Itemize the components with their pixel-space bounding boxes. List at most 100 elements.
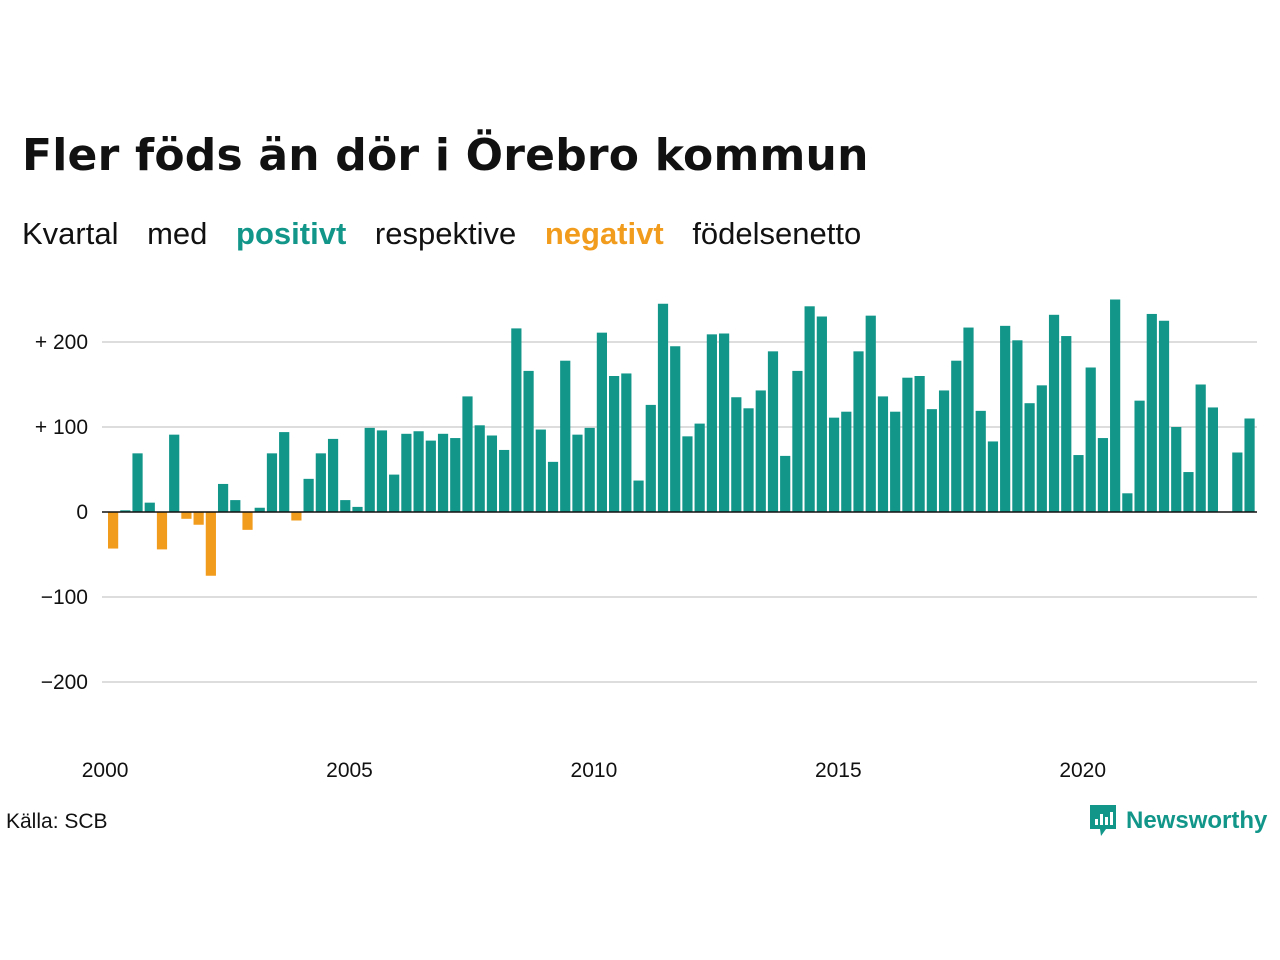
- bar: [1171, 427, 1182, 512]
- bar: [169, 434, 180, 512]
- bar: [315, 453, 326, 512]
- bar: [499, 449, 510, 512]
- bar: [816, 316, 827, 512]
- bar: [1134, 400, 1145, 512]
- bar: [780, 455, 791, 512]
- bar: [1048, 314, 1060, 512]
- bar: [853, 351, 864, 512]
- subtitle-word: med: [147, 216, 208, 251]
- bar: [181, 512, 192, 519]
- bar: [1024, 403, 1035, 512]
- bar: [1183, 472, 1194, 512]
- bar: [535, 429, 546, 512]
- bar: [926, 409, 937, 512]
- bar: [877, 396, 889, 512]
- bar: [303, 478, 314, 512]
- subtitle-negative-label: negativt: [544, 216, 664, 251]
- x-tick-label: 2015: [815, 759, 862, 782]
- bar: [1036, 385, 1047, 512]
- bar: [120, 510, 131, 512]
- bar: [975, 410, 986, 512]
- bar: [156, 512, 168, 550]
- bar: [108, 512, 119, 549]
- bar: [804, 306, 815, 512]
- bar: [743, 408, 754, 512]
- bar: [706, 334, 717, 512]
- y-tick-label: −200: [41, 671, 88, 694]
- bar: [914, 376, 925, 512]
- bar: [547, 461, 559, 512]
- bar: [596, 332, 607, 512]
- bar: [144, 502, 155, 512]
- bar: [682, 436, 693, 512]
- bar: [266, 453, 278, 512]
- brand: Newsworthy: [1088, 803, 1267, 839]
- bar: [1195, 384, 1206, 512]
- bar: [254, 507, 265, 512]
- bar: [1207, 407, 1218, 512]
- y-tick-label: + 100: [35, 416, 88, 439]
- bar: [217, 483, 229, 512]
- bar: [1158, 320, 1170, 512]
- chart-subtitle: Kvartal med positivt respektive negativt…: [22, 216, 881, 252]
- bar: [890, 411, 901, 512]
- x-tick-label: 2000: [82, 759, 129, 782]
- bar: [694, 423, 705, 512]
- bar: [560, 360, 571, 512]
- bar: [230, 500, 241, 512]
- bar: [1244, 418, 1255, 512]
- bar: [828, 417, 840, 512]
- bar: [511, 328, 522, 512]
- bar: [279, 432, 290, 512]
- bar: [645, 404, 656, 512]
- bar: [364, 427, 375, 512]
- bar: [132, 453, 143, 512]
- bar: [413, 431, 424, 512]
- bar: [1012, 340, 1023, 512]
- bar: [193, 512, 204, 525]
- bar: [205, 512, 216, 576]
- bar: [352, 506, 363, 512]
- bar: [474, 425, 485, 512]
- bar: [572, 434, 583, 512]
- bar: [584, 427, 595, 512]
- bar: [609, 376, 620, 512]
- bar: [327, 438, 339, 512]
- bar: [633, 480, 644, 512]
- bar: [523, 370, 534, 512]
- chart-title: Fler föds än dör i Örebro kommun: [22, 130, 869, 181]
- bar: [1097, 438, 1109, 512]
- bar: [486, 435, 498, 512]
- y-tick-label: −100: [41, 586, 88, 609]
- subtitle-word: födelsenetto: [692, 216, 862, 251]
- newsworthy-logo-icon: [1090, 805, 1116, 836]
- subtitle-positive-label: positivt: [236, 216, 347, 251]
- bar: [657, 303, 669, 512]
- x-tick-label: 2010: [571, 759, 618, 782]
- bar-chart: + 200 + 100 0 −100 −200 2000 2005 2010 2015 2020: [35, 299, 1257, 782]
- bar: [291, 512, 302, 521]
- bar: [1232, 452, 1243, 512]
- bar: [1061, 336, 1072, 512]
- bar: [376, 430, 388, 512]
- bar: [1122, 493, 1133, 512]
- y-tick-label: + 200: [35, 331, 88, 354]
- bar: [450, 438, 461, 512]
- subtitle-word: respektive: [374, 216, 517, 251]
- bar: [670, 346, 681, 512]
- bar: [437, 433, 449, 512]
- bar: [462, 396, 473, 512]
- bar: [389, 474, 400, 512]
- subtitle-word: Kvartal: [22, 216, 119, 251]
- bar: [1000, 325, 1011, 512]
- bar: [987, 441, 999, 512]
- bar: [1110, 299, 1121, 512]
- bar: [1085, 367, 1096, 512]
- x-tick-label: 2020: [1059, 759, 1106, 782]
- bar: [767, 351, 779, 512]
- source-note: Källa: SCB: [6, 810, 108, 833]
- bar: [938, 390, 950, 512]
- bar: [401, 433, 412, 512]
- bar: [731, 397, 742, 512]
- bar: [1073, 455, 1084, 512]
